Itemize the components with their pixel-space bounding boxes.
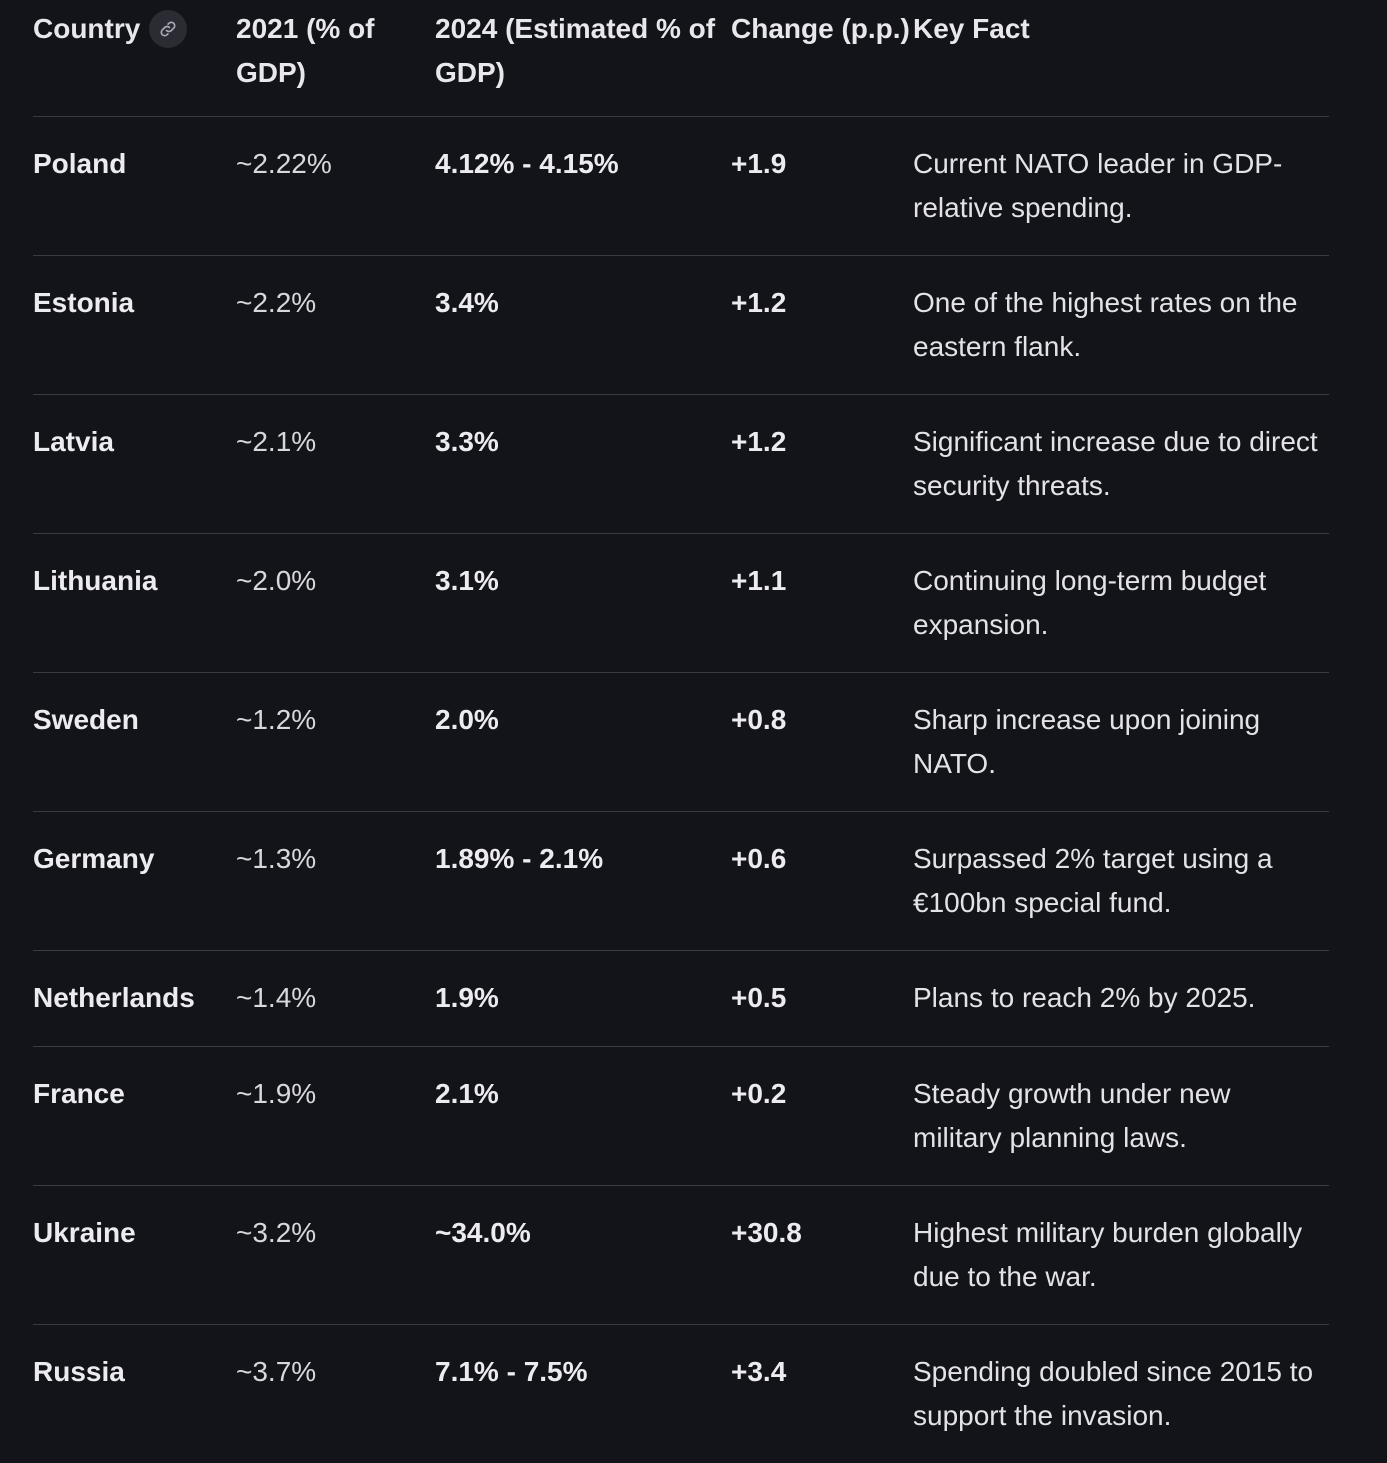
table-header: Country 2021 (% of GDP) 2024 (Estimated … xyxy=(33,0,1329,117)
table-row: Latvia ~2.1% 3.3% +1.2 Significant incre… xyxy=(33,395,1329,534)
table-row: Lithuania ~2.0% 3.1% +1.1 Continuing lon… xyxy=(33,534,1329,673)
header-row: Country 2021 (% of GDP) 2024 (Estimated … xyxy=(33,0,1329,117)
header-country-label: Country xyxy=(33,7,140,51)
cell-2024: 7.1% - 7.5% xyxy=(435,1325,731,1463)
cell-2021: ~1.3% xyxy=(236,812,435,951)
cell-country: Germany xyxy=(33,812,236,951)
cell-change: +1.1 xyxy=(731,534,913,673)
cell-2024: 3.3% xyxy=(435,395,731,534)
cell-key-fact: Sharp increase upon joining NATO. xyxy=(913,673,1329,812)
cell-2024: 1.9% xyxy=(435,951,731,1047)
cell-change: +0.5 xyxy=(731,951,913,1047)
cell-2024: 1.89% - 2.1% xyxy=(435,812,731,951)
defense-spending-table: Country 2021 (% of GDP) 2024 (Estimated … xyxy=(33,0,1329,1463)
cell-key-fact: Steady growth under new military plannin… xyxy=(913,1047,1329,1186)
cell-change: +1.2 xyxy=(731,256,913,395)
cell-change: +30.8 xyxy=(731,1186,913,1325)
cell-country: Lithuania xyxy=(33,534,236,673)
cell-country: France xyxy=(33,1047,236,1186)
header-change: Change (p.p.) xyxy=(731,0,913,117)
cell-country: Poland xyxy=(33,117,236,256)
cell-2021: ~2.0% xyxy=(236,534,435,673)
cell-2021: ~3.2% xyxy=(236,1186,435,1325)
cell-change: +3.4 xyxy=(731,1325,913,1463)
cell-2024: 4.12% - 4.15% xyxy=(435,117,731,256)
cell-2024: 3.1% xyxy=(435,534,731,673)
table-row: Netherlands ~1.4% 1.9% +0.5 Plans to rea… xyxy=(33,951,1329,1047)
header-key-fact: Key Fact xyxy=(913,0,1329,117)
table-row: Estonia ~2.2% 3.4% +1.2 One of the highe… xyxy=(33,256,1329,395)
cell-2021: ~1.9% xyxy=(236,1047,435,1186)
cell-country: Russia xyxy=(33,1325,236,1463)
cell-2024: 2.0% xyxy=(435,673,731,812)
cell-2024: 2.1% xyxy=(435,1047,731,1186)
header-2021: 2021 (% of GDP) xyxy=(236,0,435,117)
cell-2021: ~2.22% xyxy=(236,117,435,256)
link-icon xyxy=(159,20,177,38)
spending-table-container: Country 2021 (% of GDP) 2024 (Estimated … xyxy=(33,0,1329,1463)
cell-2021: ~2.2% xyxy=(236,256,435,395)
cell-2021: ~3.7% xyxy=(236,1325,435,1463)
table-row: Ukraine ~3.2% ~34.0% +30.8 Highest milit… xyxy=(33,1186,1329,1325)
cell-change: +0.8 xyxy=(731,673,913,812)
cell-country: Ukraine xyxy=(33,1186,236,1325)
cell-2021: ~1.2% xyxy=(236,673,435,812)
header-2024: 2024 (Estimated % of GDP) xyxy=(435,0,731,117)
cell-change: +0.6 xyxy=(731,812,913,951)
cell-2021: ~1.4% xyxy=(236,951,435,1047)
cell-key-fact: Highest military burden globally due to … xyxy=(913,1186,1329,1325)
cell-change: +0.2 xyxy=(731,1047,913,1186)
cell-2024: 3.4% xyxy=(435,256,731,395)
cell-key-fact: Significant increase due to direct secur… xyxy=(913,395,1329,534)
cell-2024: ~34.0% xyxy=(435,1186,731,1325)
cell-country: Estonia xyxy=(33,256,236,395)
cell-key-fact: Spending doubled since 2015 to support t… xyxy=(913,1325,1329,1463)
cell-country: Latvia xyxy=(33,395,236,534)
table-row: Russia ~3.7% 7.1% - 7.5% +3.4 Spending d… xyxy=(33,1325,1329,1463)
table-row: Sweden ~1.2% 2.0% +0.8 Sharp increase up… xyxy=(33,673,1329,812)
cell-2021: ~2.1% xyxy=(236,395,435,534)
cell-change: +1.9 xyxy=(731,117,913,256)
cell-key-fact: Continuing long-term budget expansion. xyxy=(913,534,1329,673)
cell-key-fact: Surpassed 2% target using a €100bn speci… xyxy=(913,812,1329,951)
copy-link-button[interactable] xyxy=(149,10,187,48)
table-body: Poland ~2.22% 4.12% - 4.15% +1.9 Current… xyxy=(33,117,1329,1463)
cell-country: Netherlands xyxy=(33,951,236,1047)
cell-key-fact: Current NATO leader in GDP-relative spen… xyxy=(913,117,1329,256)
table-row: Germany ~1.3% 1.89% - 2.1% +0.6 Surpasse… xyxy=(33,812,1329,951)
cell-change: +1.2 xyxy=(731,395,913,534)
cell-key-fact: Plans to reach 2% by 2025. xyxy=(913,951,1329,1047)
table-row: Poland ~2.22% 4.12% - 4.15% +1.9 Current… xyxy=(33,117,1329,256)
header-country: Country xyxy=(33,0,236,117)
cell-country: Sweden xyxy=(33,673,236,812)
table-row: France ~1.9% 2.1% +0.2 Steady growth und… xyxy=(33,1047,1329,1186)
cell-key-fact: One of the highest rates on the eastern … xyxy=(913,256,1329,395)
